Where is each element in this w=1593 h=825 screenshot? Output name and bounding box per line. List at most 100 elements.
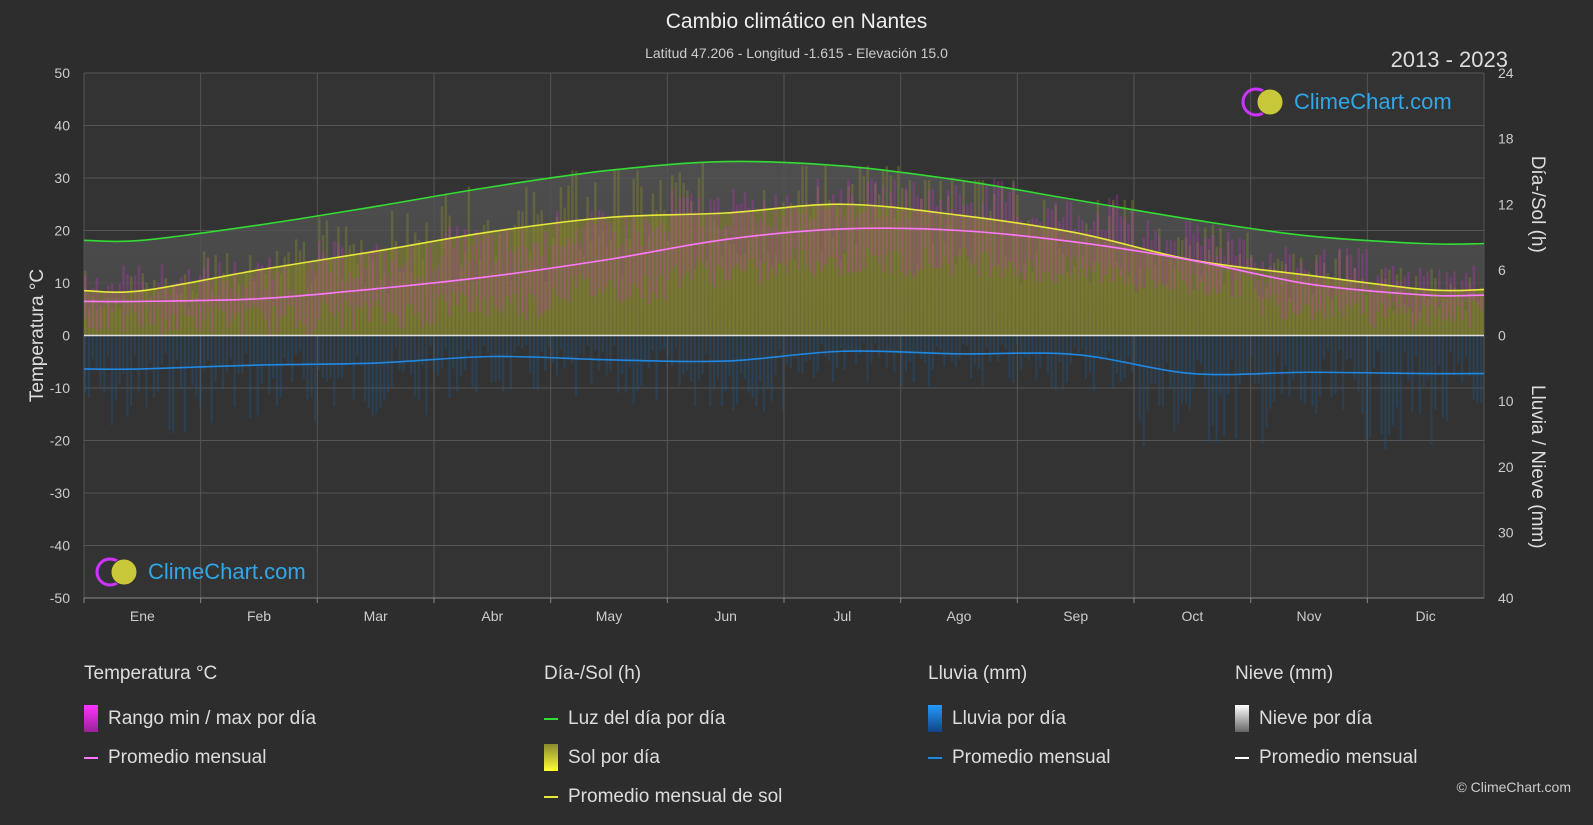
rain-bar	[805, 335, 808, 363]
rain-bar	[1008, 335, 1011, 378]
temp-range-bar	[900, 212, 904, 273]
copyright: © ClimeChart.com	[1456, 779, 1571, 795]
rain-bar	[1246, 335, 1249, 375]
logo-top[interactable]: ClimeChart.com	[1240, 86, 1452, 118]
temp-range-bar	[586, 221, 589, 278]
temp-range-bar	[613, 231, 616, 288]
temp-range-bar	[736, 204, 739, 265]
rain-bar	[283, 335, 286, 358]
temp-range-bar	[149, 294, 152, 325]
temp-range-bar	[647, 223, 651, 304]
temp-range-bar	[759, 219, 762, 285]
temp-range-bar	[1027, 224, 1031, 260]
rain-bar	[1211, 335, 1214, 426]
x-month-label: Feb	[247, 608, 271, 624]
rain-bar	[287, 335, 290, 365]
temp-range-bar	[609, 222, 612, 280]
rain-bar	[153, 335, 156, 398]
rain-bar	[1023, 335, 1026, 357]
rain-bar	[1315, 335, 1318, 414]
rain-bar	[176, 335, 179, 360]
rain-bar	[1426, 335, 1429, 381]
rain-bar	[1108, 335, 1111, 351]
temp-range-bar	[337, 243, 340, 312]
temp-range-bar	[137, 265, 141, 325]
legend-item: Rango min / max por día	[84, 699, 316, 738]
temp-range-area	[84, 178, 1483, 336]
temp-range-bar	[824, 209, 827, 265]
temp-range-bar	[145, 299, 148, 308]
temp-range-bar	[874, 181, 877, 256]
rain-bar	[1081, 335, 1084, 350]
temp-range-bar	[977, 219, 981, 277]
rain-bar	[321, 335, 325, 378]
rain-bar	[1169, 335, 1172, 390]
temp-range-bar	[789, 209, 793, 260]
rain-bar	[1480, 335, 1483, 403]
rain-bar	[1000, 335, 1003, 345]
rain-bar	[241, 335, 244, 375]
temp-range-bar	[989, 216, 992, 278]
temp-range-bar	[421, 278, 425, 329]
rain-bar	[1062, 335, 1065, 390]
rain-bar	[352, 335, 355, 400]
temp-range-bar	[667, 231, 670, 280]
rain-bar	[1265, 335, 1268, 429]
temp-range-bar	[1077, 215, 1080, 277]
rain-bar	[1215, 335, 1218, 443]
rain-bar	[762, 335, 766, 412]
chart-title: Cambio climático en Nantes	[665, 10, 928, 33]
y-right-bottom-tick-label: 40	[1498, 590, 1514, 606]
temp-range-bar	[329, 272, 332, 312]
rain-bar	[1207, 335, 1211, 443]
rain-bar	[785, 335, 789, 365]
temp-range-bar	[387, 276, 390, 312]
temp-range-bar	[655, 227, 659, 298]
temp-range-bar	[628, 246, 632, 298]
temp-range-bar	[828, 207, 831, 258]
temp-range-bar	[479, 240, 482, 313]
temp-range-bar	[724, 225, 728, 282]
rain-bar	[87, 335, 91, 398]
temp-range-bar	[970, 202, 973, 267]
temp-range-bar	[1368, 287, 1372, 325]
rain-bar	[1004, 335, 1007, 349]
temp-range-bar	[793, 206, 797, 249]
temp-range-bar	[981, 201, 985, 253]
rain-bar	[1445, 335, 1448, 421]
logo-bottom[interactable]: ClimeChart.com	[94, 556, 306, 588]
rain-bar	[126, 335, 129, 417]
rain-bar	[417, 335, 420, 400]
rain-bar	[713, 335, 716, 390]
y-left-tick-label: 0	[62, 328, 70, 344]
temp-range-bar	[1345, 248, 1349, 305]
rain-bar	[1027, 335, 1030, 361]
rain-bar	[674, 335, 677, 348]
climechart-logo-icon	[1241, 87, 1284, 117]
rain-bar	[459, 335, 463, 376]
temp-range-bar	[1303, 269, 1307, 304]
temp-range-bar	[1322, 249, 1326, 318]
logo-text: ClimeChart.com	[1294, 89, 1452, 114]
temp-range-bar	[1292, 282, 1295, 314]
rain-bar	[1238, 335, 1241, 385]
rain-bar	[498, 335, 501, 380]
temp-range-bar	[920, 199, 923, 270]
temp-range-bar	[1418, 267, 1422, 319]
temp-range-bar	[924, 212, 927, 249]
temp-range-bar	[275, 271, 279, 334]
temp-range-bar	[1395, 280, 1399, 314]
rain-bar	[448, 335, 451, 398]
rain-bar	[1046, 335, 1049, 375]
rain-bar	[390, 335, 394, 387]
rain-bar	[778, 335, 781, 351]
rain-bar	[1407, 335, 1410, 382]
rain-bar	[1115, 335, 1118, 374]
rain-bar	[854, 335, 858, 364]
rain-bar	[1361, 335, 1364, 415]
rain-bar	[156, 335, 160, 392]
temp-range-bar	[1016, 217, 1019, 276]
rain-bar	[617, 335, 620, 393]
temp-range-bar	[1196, 225, 1199, 291]
rain-bar	[1031, 335, 1034, 355]
